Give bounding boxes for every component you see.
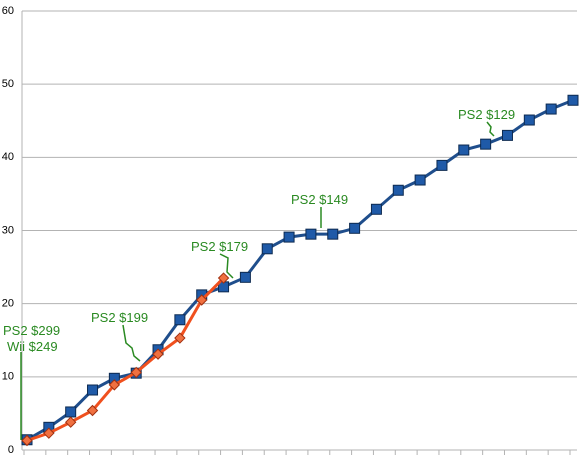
marker [349, 222, 361, 234]
marker [436, 159, 448, 171]
y-tick-label: 10 [2, 371, 14, 383]
marker [523, 114, 535, 126]
marker [501, 129, 513, 141]
marker [87, 384, 99, 396]
marker [458, 144, 470, 156]
marker [108, 379, 121, 391]
marker [130, 366, 142, 379]
annotation: PS2 $179 [191, 239, 248, 254]
marker [239, 271, 251, 283]
marker [305, 228, 317, 240]
leader-line [486, 121, 495, 137]
marker [65, 406, 77, 418]
annotation: PS2 $199 [91, 310, 148, 325]
marker [43, 427, 55, 439]
marker [392, 184, 404, 196]
marker [567, 94, 579, 106]
marker [370, 203, 382, 215]
series-line [26, 98, 574, 442]
marker [21, 434, 33, 447]
marker [545, 103, 557, 115]
plot: 0 10 20 30 40 50 60 [2, 5, 579, 456]
marker [196, 294, 208, 306]
marker [86, 404, 99, 417]
leader-line [219, 253, 234, 279]
marker [283, 231, 295, 243]
marker [217, 272, 230, 284]
y-tick-label: 0 [8, 444, 14, 456]
annotation: PS2 $299 [3, 323, 60, 338]
series-line [26, 277, 225, 442]
y-tick-label: 30 [2, 224, 14, 236]
y-tick-label: 40 [2, 151, 14, 163]
marker [480, 138, 492, 150]
annotation: PS2 $149 [291, 192, 348, 207]
marker [327, 228, 339, 240]
annotation: PS2 $129 [458, 107, 515, 122]
marker [261, 243, 273, 255]
annotation: Wii $249 [7, 339, 58, 354]
marker [174, 314, 186, 326]
marker [414, 174, 426, 186]
y-tick-label: 20 [2, 298, 14, 310]
y-tick-label: 50 [2, 78, 14, 90]
leaders [20, 121, 495, 440]
marker [64, 416, 77, 428]
marker [174, 332, 186, 344]
leader-line [122, 324, 141, 362]
marker [152, 348, 164, 360]
y-tick-label: 60 [2, 5, 14, 17]
